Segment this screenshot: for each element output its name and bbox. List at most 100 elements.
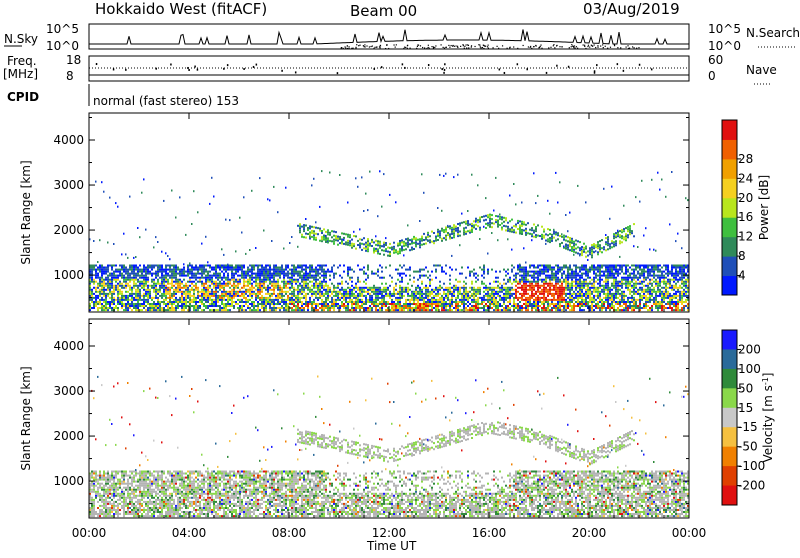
scatter-cell bbox=[117, 269, 119, 271]
scatter-cell bbox=[575, 295, 577, 297]
scatter-cell bbox=[213, 269, 215, 271]
scatter-cell bbox=[483, 219, 485, 221]
scatter-cell bbox=[457, 287, 459, 289]
scatter-cell bbox=[289, 293, 291, 295]
scatter-cell bbox=[379, 265, 381, 267]
scatter-cell bbox=[261, 299, 263, 301]
scatter-cell bbox=[325, 305, 327, 307]
scatter-cell bbox=[165, 289, 167, 291]
freq-point bbox=[568, 66, 570, 68]
scatter-cell bbox=[377, 287, 379, 289]
scatter-cell bbox=[125, 267, 127, 269]
scatter-cell bbox=[595, 295, 597, 297]
freq-tick-top: 18 bbox=[66, 53, 81, 67]
scatter-cell bbox=[267, 277, 269, 279]
scatter-cell bbox=[161, 275, 163, 277]
scatter-cell bbox=[429, 281, 431, 283]
scatter-cell bbox=[529, 265, 531, 267]
scatter-cell bbox=[255, 275, 257, 277]
scatter-cell bbox=[531, 271, 533, 273]
scatter-cell bbox=[223, 285, 225, 287]
scatter-cell bbox=[443, 307, 445, 309]
scatter-cell bbox=[355, 299, 357, 301]
scatter-cell bbox=[189, 271, 191, 273]
scatter-cell bbox=[533, 289, 535, 291]
scatter-cell bbox=[449, 287, 451, 289]
scatter-cell bbox=[93, 307, 95, 309]
scatter-cell bbox=[561, 236, 563, 238]
scatter-cell bbox=[505, 225, 507, 227]
scatter-cell bbox=[375, 309, 377, 311]
nsearch-point bbox=[407, 48, 408, 49]
scatter-cell bbox=[157, 271, 159, 273]
scatter-cell bbox=[491, 291, 493, 293]
scatter-cell bbox=[151, 281, 153, 283]
scatter-cell bbox=[571, 250, 573, 252]
scatter-cell bbox=[431, 293, 433, 295]
scatter-cell bbox=[383, 246, 385, 248]
scatter-cell bbox=[119, 265, 121, 267]
scatter-cell bbox=[291, 283, 293, 285]
scatter-cell bbox=[231, 285, 233, 287]
scatter-cell bbox=[383, 295, 385, 297]
scatter-cell bbox=[493, 299, 495, 301]
scatter-cell bbox=[227, 309, 229, 311]
scatter-cell bbox=[575, 305, 577, 307]
scatter-cell bbox=[475, 309, 477, 311]
scatter-cell bbox=[197, 273, 199, 275]
freq-point bbox=[639, 64, 641, 66]
scatter-cell bbox=[493, 303, 495, 305]
scatter-cell bbox=[427, 232, 429, 234]
scatter-cell bbox=[185, 295, 187, 297]
scatter-cell bbox=[179, 269, 181, 271]
scatter-cell bbox=[197, 289, 199, 291]
scatter-cell bbox=[99, 267, 101, 269]
sky-tick-bottom-right: 10^0 bbox=[708, 39, 741, 53]
beam-title: Beam 00 bbox=[350, 2, 417, 20]
scatter-cell bbox=[223, 297, 225, 299]
scatter-cell bbox=[115, 275, 117, 277]
scatter-cell bbox=[107, 265, 109, 267]
scatter-cell bbox=[601, 291, 603, 293]
scatter-cell bbox=[251, 269, 253, 271]
scatter-cell bbox=[589, 253, 591, 255]
scatter-cell bbox=[547, 267, 549, 269]
scatter-cell bbox=[461, 309, 463, 311]
scatter-cell bbox=[441, 305, 443, 307]
scatter-cell bbox=[167, 301, 169, 303]
scatter-cell bbox=[533, 305, 535, 307]
scatter-cell bbox=[495, 287, 497, 289]
scatter-cell bbox=[337, 305, 339, 307]
scatter-cell bbox=[515, 273, 517, 275]
scatter-cell bbox=[321, 232, 323, 234]
scatter-cell bbox=[483, 277, 485, 279]
scatter-cell bbox=[171, 287, 173, 289]
scatter-cell bbox=[303, 265, 305, 267]
scatter-cell bbox=[111, 309, 113, 311]
scatter-cell bbox=[93, 281, 95, 283]
scatter-cell bbox=[471, 229, 473, 231]
scatter-cell bbox=[269, 303, 271, 305]
scatter-cell bbox=[109, 197, 111, 199]
scatter-cell bbox=[101, 181, 103, 183]
scatter-cell bbox=[451, 231, 453, 233]
scatter-cell bbox=[335, 237, 337, 239]
scatter-cell bbox=[205, 287, 207, 289]
scatter-cell bbox=[99, 271, 101, 273]
scatter-cell bbox=[301, 301, 303, 303]
nsearch-point bbox=[576, 46, 577, 47]
scatter-cell bbox=[235, 271, 237, 273]
scatter-cell bbox=[575, 269, 577, 271]
scatter-cell bbox=[279, 309, 281, 311]
scatter-cell bbox=[499, 214, 501, 216]
scatter-cell bbox=[299, 309, 301, 311]
scatter-cell bbox=[245, 275, 247, 277]
scatter-cell bbox=[349, 291, 351, 293]
scatter-cell bbox=[305, 283, 307, 285]
scatter-cell bbox=[589, 291, 591, 293]
scatter-cell bbox=[565, 244, 567, 246]
scatter-cell bbox=[549, 289, 551, 291]
scatter-cell bbox=[105, 301, 107, 303]
scatter-cell bbox=[187, 267, 189, 269]
scatter-cell bbox=[161, 293, 163, 295]
